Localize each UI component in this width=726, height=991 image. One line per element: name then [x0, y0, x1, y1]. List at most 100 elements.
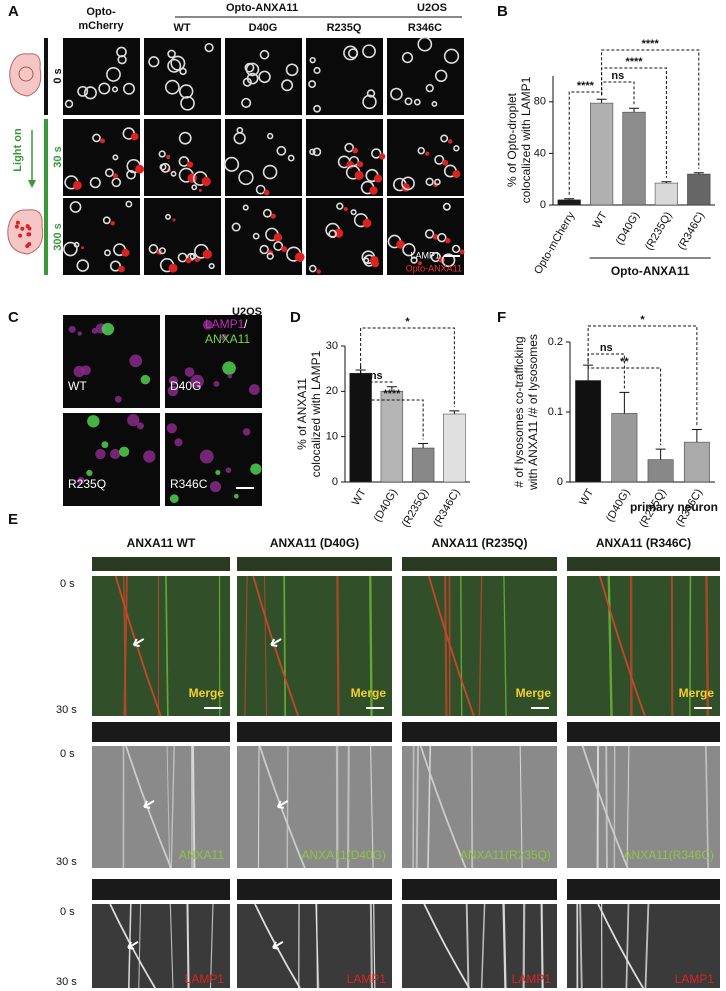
time-bar	[44, 119, 48, 275]
micrograph	[63, 198, 140, 275]
label: U2OS	[417, 2, 447, 14]
label: LAMP1	[185, 972, 225, 986]
spot	[168, 263, 178, 273]
significance: ****	[642, 38, 660, 50]
spot	[242, 77, 252, 87]
kymo-track	[599, 575, 646, 717]
bar	[557, 199, 581, 206]
kymo-track	[369, 903, 373, 989]
spot	[110, 221, 115, 226]
kymograph	[92, 746, 230, 868]
spot	[125, 200, 133, 208]
spot	[459, 249, 465, 255]
kymo-strip	[567, 722, 720, 742]
kymo-track	[460, 575, 463, 717]
kymo-track	[581, 745, 629, 869]
droplet	[20, 226, 25, 231]
label: LAMP1	[675, 972, 715, 986]
label: Opto-ANXA11	[226, 2, 298, 14]
spot	[287, 154, 295, 162]
spot	[112, 173, 118, 179]
spot	[102, 216, 111, 225]
spot	[185, 257, 192, 264]
error-bar	[564, 198, 575, 200]
error-bar	[629, 107, 639, 113]
label: ANXA11	[179, 848, 224, 862]
spot	[410, 256, 418, 264]
spot	[248, 384, 260, 395]
error-bar	[655, 448, 666, 460]
spot	[309, 56, 316, 64]
spot	[167, 385, 179, 397]
kymo-track	[427, 745, 432, 869]
spot	[99, 138, 105, 144]
label: primary neuron	[630, 500, 718, 514]
label: WT	[68, 379, 87, 393]
spot	[81, 246, 85, 250]
spot	[222, 361, 236, 375]
bar	[611, 413, 638, 483]
kymo-track	[427, 575, 475, 717]
y-tick-label: 10	[326, 431, 338, 443]
spot	[401, 176, 415, 191]
kymograph	[402, 904, 557, 988]
spot	[174, 438, 183, 447]
spot	[259, 49, 270, 60]
spot	[106, 67, 121, 82]
x-tick-label: (R346C)	[431, 487, 462, 529]
kymo-strip	[567, 879, 720, 900]
spot	[242, 428, 251, 436]
label: D40G	[170, 379, 201, 393]
spot	[167, 58, 182, 73]
y-tick-label: 0.2	[548, 336, 563, 348]
spot	[158, 150, 166, 158]
spot	[178, 131, 192, 145]
kymograph	[567, 904, 720, 988]
spot	[95, 448, 106, 460]
spot	[225, 467, 232, 473]
significance: ****	[383, 388, 401, 400]
spot	[197, 257, 201, 262]
bar	[411, 447, 435, 483]
kymo-track	[503, 575, 507, 717]
x-tick-label: WT	[350, 487, 369, 508]
spot	[215, 470, 221, 476]
label: R346C	[170, 477, 208, 491]
spot	[101, 322, 115, 336]
y-tick-label: 0	[540, 199, 546, 211]
label: mCherry	[78, 20, 124, 32]
kymo-track	[373, 903, 376, 989]
micrograph	[144, 198, 221, 275]
label: ANXA11 WT	[127, 536, 196, 550]
spot	[209, 481, 222, 493]
spot	[227, 373, 233, 379]
significance-bracket	[601, 81, 635, 105]
x-tick-label: (D40G)	[372, 487, 400, 524]
spot	[92, 133, 101, 143]
spot	[213, 380, 220, 387]
spot	[417, 146, 425, 155]
spot	[169, 494, 179, 504]
kymo-strip	[237, 557, 392, 571]
spot	[312, 147, 322, 157]
x-tick-label: WT	[591, 210, 610, 231]
y-tick-label: 40	[534, 147, 546, 159]
significance: ns	[370, 370, 383, 382]
spot	[258, 70, 271, 84]
spot	[68, 325, 76, 333]
kymo-strip	[237, 722, 392, 742]
spot	[170, 170, 177, 177]
x-tick-label: (D40G)	[614, 210, 642, 247]
label: ANXA11	[205, 332, 250, 346]
error-bar	[449, 410, 460, 414]
bar	[575, 380, 602, 483]
spot	[179, 67, 187, 76]
label: ANXA11(R235Q)	[460, 848, 551, 862]
spot	[432, 234, 439, 240]
label: ANXA11(D40G)	[302, 848, 386, 862]
spot	[371, 148, 382, 159]
error-bar	[619, 391, 630, 414]
spot	[233, 131, 246, 145]
label: A	[8, 3, 19, 20]
kymo-track	[705, 575, 710, 717]
